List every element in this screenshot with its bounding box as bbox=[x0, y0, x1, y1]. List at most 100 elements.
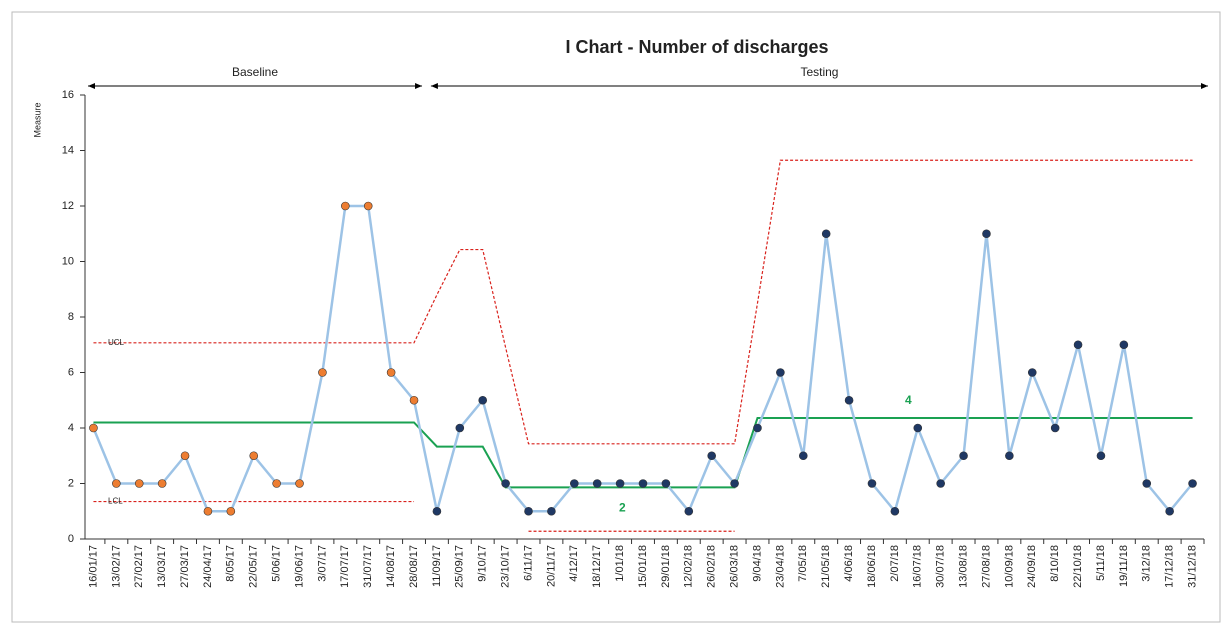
x-tick-label: 26/03/18 bbox=[728, 545, 740, 588]
data-point bbox=[89, 423, 98, 433]
data-point bbox=[753, 423, 762, 433]
x-tick-label: 4/06/18 bbox=[843, 545, 855, 582]
data-point bbox=[455, 423, 465, 433]
phase-label: Baseline bbox=[232, 65, 278, 79]
x-tick-label: 22/05/17 bbox=[248, 545, 260, 588]
x-tick-label: 13/02/17 bbox=[110, 545, 122, 588]
x-tick-label: 3/12/18 bbox=[1141, 545, 1153, 582]
y-tick-label: 8 bbox=[68, 311, 74, 323]
x-tick-label: 13/03/17 bbox=[156, 545, 168, 588]
data-point bbox=[295, 479, 304, 488]
data-point bbox=[341, 201, 350, 211]
x-tick-label: 17/07/17 bbox=[339, 545, 351, 588]
y-tick-label: 10 bbox=[62, 255, 74, 267]
x-tick-label: 19/06/17 bbox=[293, 545, 305, 588]
x-tick-label: 31/12/18 bbox=[1186, 545, 1198, 588]
y-axis-label: Measure bbox=[32, 102, 42, 137]
x-tick-label: 9/10/17 bbox=[477, 545, 489, 582]
data-point bbox=[982, 229, 991, 239]
x-tick-label: 5/11/18 bbox=[1095, 545, 1107, 581]
x-tick-label: 24/04/17 bbox=[202, 545, 214, 588]
data-point bbox=[1096, 451, 1106, 461]
x-tick-label: 11/09/17 bbox=[431, 545, 443, 587]
data-point bbox=[615, 479, 625, 488]
x-tick-label: 23/10/17 bbox=[500, 545, 512, 588]
x-tick-label: 27/03/17 bbox=[179, 545, 191, 588]
x-tick-label: 20/11/17 bbox=[545, 545, 557, 587]
x-tick-label: 12/02/18 bbox=[683, 545, 695, 588]
chart-frame bbox=[11, 11, 1221, 623]
x-tick-label: 18/06/18 bbox=[866, 545, 878, 588]
x-tick-label: 31/07/17 bbox=[362, 545, 374, 588]
x-tick-label: 3/07/17 bbox=[316, 545, 328, 582]
x-tick-label: 19/11/18 bbox=[1118, 545, 1130, 587]
data-point bbox=[638, 479, 648, 488]
y-tick-label: 14 bbox=[62, 144, 74, 156]
x-tick-label: 5/06/17 bbox=[271, 545, 283, 582]
x-tick-label: 23/04/18 bbox=[774, 545, 786, 588]
data-point bbox=[913, 423, 923, 433]
x-tick-label: 21/05/18 bbox=[820, 545, 832, 588]
data-point bbox=[318, 368, 327, 377]
data-point bbox=[203, 506, 213, 516]
x-tick-label: 1/01/18 bbox=[614, 545, 626, 582]
data-point bbox=[524, 506, 533, 516]
x-tick-label: 2/07/18 bbox=[889, 545, 901, 582]
x-tick-label: 18/12/17 bbox=[591, 545, 603, 588]
annotation: 2 bbox=[619, 501, 626, 515]
data-point bbox=[1005, 451, 1014, 461]
y-tick-label: 0 bbox=[68, 533, 74, 545]
data-point bbox=[707, 451, 716, 461]
x-tick-label: 24/09/18 bbox=[1026, 545, 1038, 588]
annotation: UCL bbox=[108, 338, 125, 347]
data-point bbox=[1142, 479, 1152, 488]
x-tick-label: 17/12/18 bbox=[1164, 545, 1176, 588]
x-tick-label: 16/07/18 bbox=[912, 545, 924, 588]
x-tick-label: 13/08/18 bbox=[957, 545, 969, 588]
data-point bbox=[386, 368, 396, 377]
y-tick-label: 12 bbox=[62, 200, 74, 212]
data-point bbox=[409, 395, 419, 405]
ucl-line bbox=[93, 159, 1193, 445]
x-tick-label: 4/12/17 bbox=[568, 545, 580, 582]
annotation: 4 bbox=[905, 393, 912, 407]
x-tick-label: 8/10/18 bbox=[1049, 545, 1061, 582]
arrow-head bbox=[88, 83, 95, 89]
data-point bbox=[180, 451, 190, 461]
data-point bbox=[776, 368, 785, 377]
data-point bbox=[157, 479, 167, 488]
x-tick-label: 10/09/18 bbox=[1003, 545, 1015, 588]
data-point bbox=[432, 506, 442, 516]
data-point bbox=[936, 479, 945, 488]
arrow-head bbox=[1201, 83, 1208, 89]
data-point bbox=[1188, 479, 1197, 488]
data-point bbox=[661, 479, 671, 488]
data-point bbox=[363, 201, 373, 211]
data-point bbox=[570, 479, 579, 488]
data-point bbox=[1165, 506, 1174, 516]
data-point bbox=[226, 506, 236, 516]
data-point bbox=[844, 395, 854, 405]
data-point bbox=[134, 479, 144, 488]
x-tick-label: 9/04/18 bbox=[751, 545, 763, 582]
x-tick-label: 22/10/18 bbox=[1072, 545, 1084, 588]
x-tick-label: 27/08/18 bbox=[980, 545, 992, 588]
x-tick-label: 16/01/17 bbox=[87, 545, 99, 588]
x-tick-label: 25/09/17 bbox=[454, 545, 466, 588]
data-point bbox=[1073, 340, 1083, 350]
x-tick-label: 29/01/18 bbox=[660, 545, 672, 588]
data-point bbox=[112, 479, 121, 488]
data-point bbox=[798, 451, 808, 461]
data-point bbox=[592, 479, 602, 488]
x-tick-label: 6/11/17 bbox=[522, 545, 534, 581]
data-point bbox=[249, 451, 259, 461]
data-point bbox=[684, 506, 694, 516]
y-tick-label: 4 bbox=[68, 422, 74, 434]
x-tick-label: 27/02/17 bbox=[133, 545, 145, 588]
x-tick-label: 26/02/18 bbox=[706, 545, 718, 588]
data-point bbox=[501, 479, 510, 488]
data-point bbox=[272, 479, 281, 488]
data-point bbox=[867, 479, 877, 488]
